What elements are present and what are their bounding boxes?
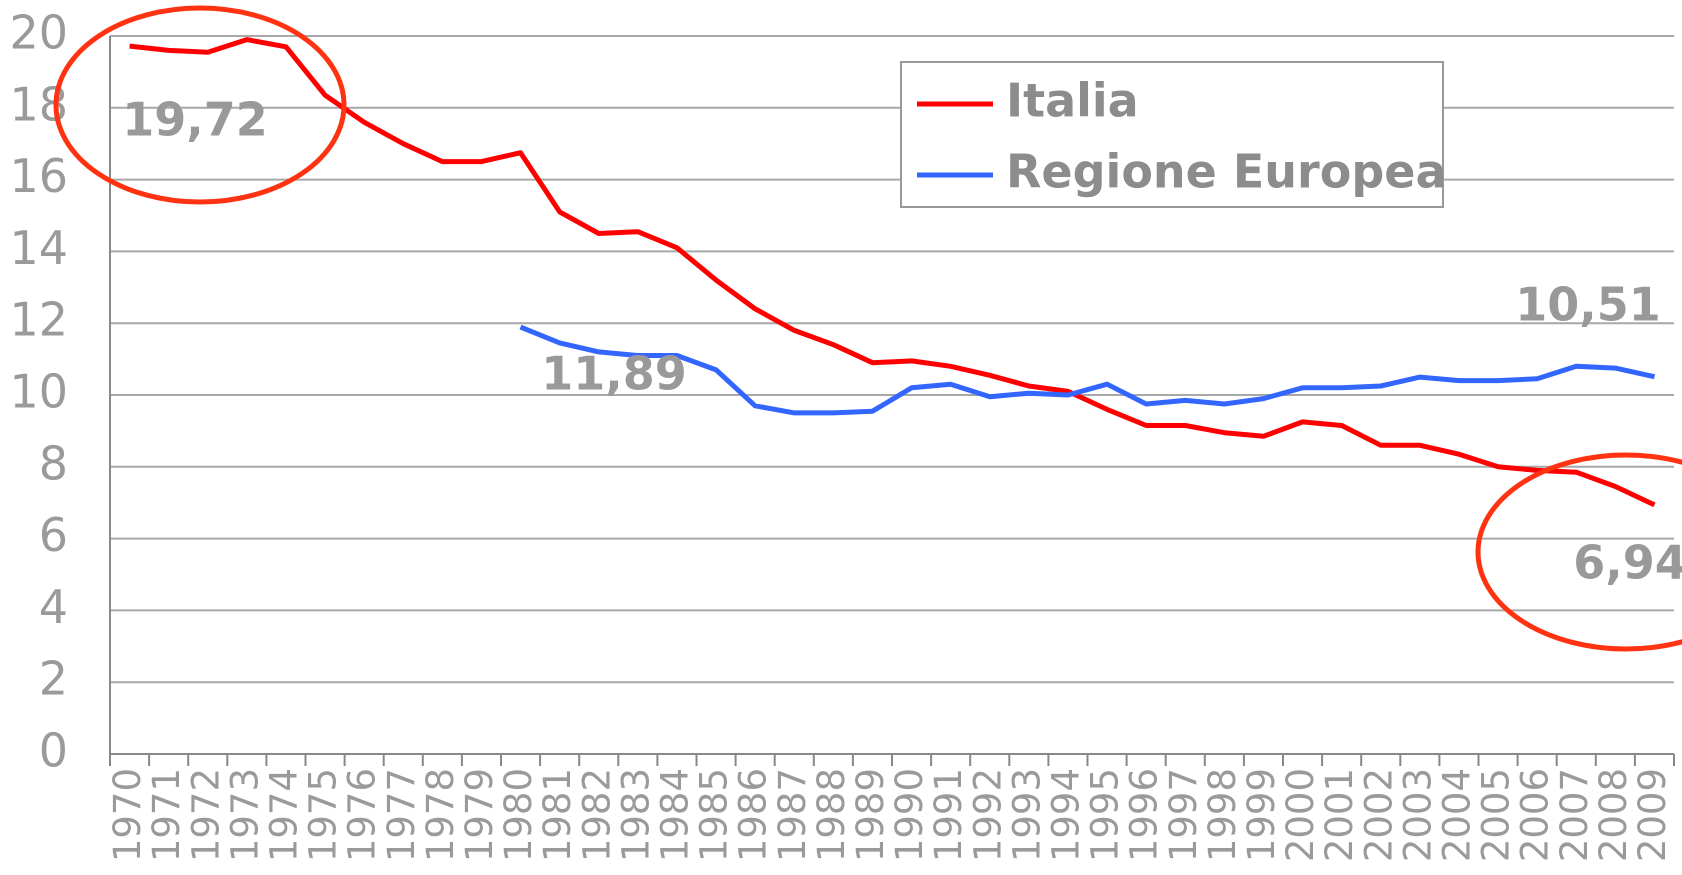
x-tick-label: 1974 — [262, 768, 305, 862]
y-tick-label: 4 — [39, 580, 68, 634]
x-tick-label: 1983 — [614, 768, 657, 862]
highlight-circle — [53, 5, 347, 205]
grid: 0246810121416182019701971197219731974197… — [9, 6, 1675, 862]
x-tick-label: 2006 — [1514, 768, 1557, 862]
x-tick-label: 1975 — [302, 768, 345, 862]
y-tick-label: 8 — [39, 436, 68, 490]
x-tick-label: 1980 — [497, 768, 540, 862]
x-tick-label: 1989 — [849, 768, 892, 862]
x-tick-label: 1996 — [1123, 768, 1166, 862]
x-tick-label: 2007 — [1553, 768, 1596, 862]
x-tick-label: 2003 — [1396, 768, 1439, 862]
y-tick-label: 6 — [39, 508, 68, 562]
series-line — [519, 324, 1656, 416]
x-tick-label: 2009 — [1631, 768, 1674, 862]
y-tick-label: 14 — [9, 221, 68, 275]
x-tick-label: 1992 — [966, 768, 1009, 862]
series-line — [129, 37, 1656, 508]
x-tick-label: 2004 — [1435, 768, 1478, 862]
labels: 19,72 6,94 11,89 10,51 — [122, 93, 1682, 590]
legend-box — [900, 61, 1444, 208]
x-tick-label: 1971 — [145, 768, 188, 862]
x-tick-label: 1997 — [1162, 768, 1205, 862]
x-tick-label: 2000 — [1279, 768, 1322, 862]
x-tick-label: 2005 — [1475, 768, 1518, 862]
x-tick-label: 1976 — [341, 768, 384, 862]
data-label: 10,51 — [1515, 278, 1661, 332]
x-tick-label: 1986 — [732, 768, 775, 862]
y-tick-label: 0 — [39, 724, 68, 778]
legend-label: Italia — [1006, 74, 1139, 128]
x-tick-label: 1999 — [1240, 768, 1283, 862]
data-label: 11,89 — [541, 347, 687, 401]
x-tick-label: 1981 — [536, 768, 579, 862]
x-tick-label: 1972 — [184, 768, 227, 862]
y-tick-label: 20 — [9, 6, 68, 60]
x-tick-label: 1990 — [888, 768, 931, 862]
x-tick-label: 1991 — [927, 768, 970, 862]
legend: Italia Regione Europea — [900, 61, 1447, 208]
x-tick-label: 1998 — [1201, 768, 1244, 862]
y-tick-label: 2 — [39, 652, 68, 706]
data-label: 19,72 — [122, 93, 268, 147]
x-tick-label: 1973 — [223, 768, 266, 862]
y-tick-label: 12 — [9, 293, 68, 347]
highlight-circle — [1475, 452, 1682, 652]
x-tick-label: 1985 — [693, 768, 736, 862]
lines — [129, 37, 1656, 508]
x-tick-label: 1987 — [771, 768, 814, 862]
y-tick-label: 10 — [9, 365, 68, 419]
legend-label: Regione Europea — [1006, 145, 1447, 199]
x-tick-label: 1993 — [1005, 768, 1048, 862]
x-tick-label: 1977 — [380, 768, 423, 862]
x-tick-label: 1995 — [1084, 768, 1127, 862]
x-tick-label: 1970 — [106, 768, 149, 862]
x-tick-label: 1988 — [810, 768, 853, 862]
x-tick-label: 2008 — [1592, 768, 1635, 862]
x-tick-label: 1978 — [419, 768, 462, 862]
x-tick-label: 1979 — [458, 768, 501, 862]
x-tick-label: 1982 — [575, 768, 618, 862]
x-tick-label: 2002 — [1357, 768, 1400, 862]
y-tick-label: 16 — [9, 149, 68, 203]
x-tick-label: 2001 — [1318, 768, 1361, 862]
data-label: 6,94 — [1573, 536, 1682, 590]
x-tick-label: 1994 — [1044, 768, 1087, 862]
x-tick-label: 1984 — [653, 768, 696, 862]
